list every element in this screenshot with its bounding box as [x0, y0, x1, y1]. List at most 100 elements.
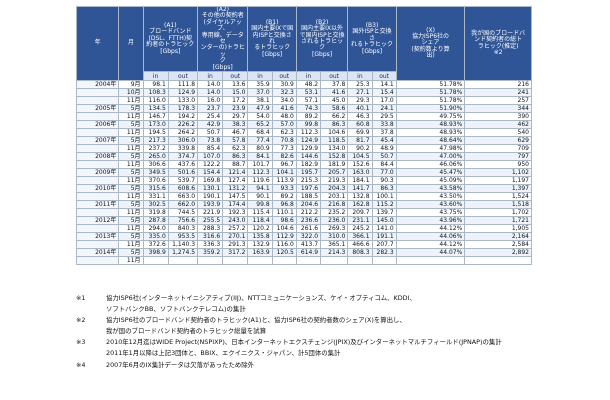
cell-b1-out: 93.3	[271, 184, 297, 194]
table-row: 2012年 5月 287.8 756.6 255.5 243.0 118.4 98.6 236.…	[75, 216, 532, 226]
cell-year: 2010年	[75, 184, 120, 194]
cell-a1-out: 501.6	[167, 168, 199, 178]
cell-b2-in: 322.0	[295, 232, 322, 242]
cell-a1-out: 756.6	[167, 216, 199, 226]
cell-a1-in: 116.0	[142, 96, 169, 106]
cell-a1-in: 315.6	[142, 184, 169, 194]
cell-x: 43.50%	[395, 192, 466, 202]
cell-b1-out	[271, 256, 297, 266]
cell-b1-out: 113.9	[271, 176, 297, 186]
cell-year	[75, 112, 120, 122]
cell-a2-out: 17.2	[222, 96, 249, 106]
cell-x: 48.93%	[395, 120, 466, 130]
cell-b1-out: 32.3	[271, 88, 297, 98]
cell-a2-out: 15.0	[222, 88, 249, 98]
cell-x: 43.96%	[395, 216, 466, 226]
cell-month: 5月	[118, 152, 144, 162]
table-row: 11月 370.6 539.7 169.8 127.4 119.6 113.9 215.3 21…	[75, 176, 532, 186]
cell-x	[395, 256, 466, 266]
cell-b2-out: 37.8	[320, 80, 349, 90]
cell-total: 1,721	[464, 216, 532, 226]
header-in: in	[247, 71, 273, 82]
footnote-text: 2007年6月のIX集計データは欠落があったため除外	[106, 360, 255, 369]
cell-b3-in: 29.3	[347, 96, 373, 106]
cell-b2-in: 413.7	[295, 240, 322, 250]
cell-b1-out: 112.9	[271, 232, 297, 242]
cell-b1-in: 101.7	[247, 160, 273, 170]
footnote-mark: ※4	[76, 360, 86, 369]
cell-b2-out: 205.7	[320, 168, 349, 178]
cell-b3-out: 84.4	[371, 160, 397, 170]
cell-total: 390	[464, 112, 532, 122]
cell-b2-out: 310.0	[320, 232, 349, 242]
header-in: in	[295, 71, 322, 82]
footnote-text: 我が国のブロードバンド契約者のトラヒック総量を試算	[106, 327, 267, 336]
header-b2: (B2) 国内主要IX以外 で国内ISPと交換 されるトラヒック [Gbps]	[295, 5, 349, 73]
cell-a2-in: 190.1	[197, 192, 224, 202]
cell-b3-in: 104.5	[347, 152, 373, 162]
table-row: 11月 146.7 194.2 25.4 29.7 54.0 48.0 89.2 66.2 46.…	[75, 112, 532, 122]
cell-b3-in: 245.2	[347, 224, 373, 234]
cell-b1-in: 65.2	[247, 120, 273, 130]
footnote-text: 2010年12月迄はWIDE Project(NSPIXP)、日本インターネット…	[106, 338, 502, 347]
cell-year	[75, 240, 120, 250]
cell-year: 2013年	[75, 232, 120, 242]
header-out: out	[320, 71, 349, 82]
cell-a2-in: 169.8	[197, 176, 224, 186]
cell-b1-in: 54.0	[247, 112, 273, 122]
cell-month: 11月	[118, 240, 144, 250]
cell-year: 2004年	[75, 80, 120, 90]
cell-b3-in: 46.3	[347, 112, 373, 122]
cell-year: 2006年	[75, 120, 120, 130]
cell-b3-in: 184.1	[347, 176, 373, 186]
cell-year: 2012年	[75, 216, 120, 226]
cell-total: 257	[464, 96, 532, 106]
cell-year	[75, 224, 120, 234]
cell-b2-out: 86.3	[320, 120, 349, 130]
table-row: 11月 237.2 339.8 85.4 62.3 80.9 77.3 129.9 134.0 9…	[75, 144, 532, 154]
cell-b3-out: 37.8	[371, 128, 397, 138]
cell-b3-in: 162.8	[347, 200, 373, 210]
cell-month: 11月	[118, 256, 144, 266]
cell-a1-in: 335.0	[142, 232, 169, 242]
footnote-line: ※3 2010年12月迄はWIDE Project(NSPIXP)、日本インターネ…	[76, 337, 556, 348]
cell-year	[75, 128, 120, 138]
cell-a1-in: 370.6	[142, 176, 169, 186]
cell-month: 11月	[118, 224, 144, 234]
cell-b3-in: 25.3	[347, 80, 373, 90]
cell-b2-in: 99.8	[295, 120, 322, 130]
cell-a1-in: 287.8	[142, 216, 169, 226]
cell-a1-in: 194.5	[142, 128, 169, 138]
cell-b3-in: 366.1	[347, 232, 373, 242]
cell-a2-in: 73.8	[197, 136, 224, 146]
cell-a1-out: 264.2	[167, 128, 199, 138]
cell-b3-out: 33.8	[371, 120, 397, 130]
cell-a2-out: 147.5	[222, 192, 249, 202]
cell-a1-in: 98.1	[142, 80, 169, 90]
cell-b3-out: 50.7	[371, 152, 397, 162]
cell-b2-out: 104.6	[320, 128, 349, 138]
cell-b1-in: 90.1	[247, 192, 273, 202]
cell-total: 1,905	[464, 224, 532, 234]
cell-total: 797	[464, 152, 532, 162]
footnote-line: 我が国のブロードバンド契約者のトラヒック総量を試算	[76, 326, 556, 337]
cell-b2-in: 614.9	[295, 248, 322, 258]
cell-total: 1,702	[464, 208, 532, 218]
header-b1: (B1) 国内主要IXで国 内ISPと交換され るトラヒック [Gbps]	[247, 5, 297, 73]
cell-a2-in: 122.2	[197, 160, 224, 170]
cell-b1-in: 135.8	[247, 232, 273, 242]
cell-year: 2014年	[75, 248, 120, 258]
cell-b2-out: 269.3	[320, 224, 349, 234]
cell-year	[75, 192, 120, 202]
cell-a2-out: 174.4	[222, 200, 249, 210]
cell-a1-out: 194.2	[167, 112, 199, 122]
cell-b3-out: 141.0	[371, 224, 397, 234]
cell-b1-out: 82.6	[271, 152, 297, 162]
cell-b3-out: 115.2	[371, 200, 397, 210]
cell-x: 48.64%	[395, 136, 466, 146]
cell-a2-in: 107.0	[197, 152, 224, 162]
table-row: 2005年 5月 134.5 178.3 23.7 23.9 47.9 41.6 74.3 58.…	[75, 104, 532, 114]
cell-b1-out: 96.7	[271, 160, 297, 170]
cell-b1-in: 115.4	[247, 208, 273, 218]
cell-month: 11月	[118, 96, 144, 106]
